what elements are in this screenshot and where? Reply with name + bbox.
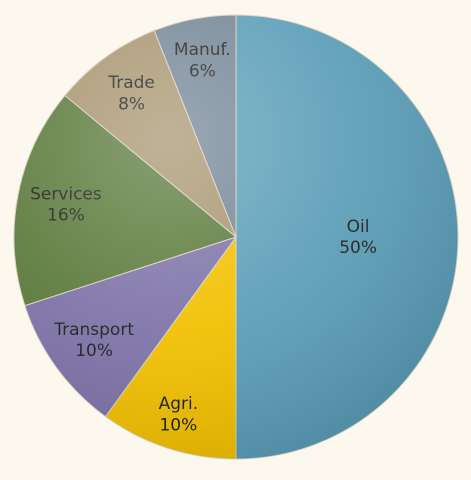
slice-category-label: Agri. xyxy=(159,394,199,414)
pie-slice-oil xyxy=(235,14,459,460)
slice-percent-label: 6% xyxy=(189,61,216,81)
slice-label-agri: Agri. 10% xyxy=(159,394,199,435)
slice-percent-label: 10% xyxy=(75,341,113,361)
slice-category-label: Oil xyxy=(347,217,370,237)
slice-category-label: Manuf. xyxy=(174,40,231,60)
slice-category-label: Services xyxy=(30,184,102,204)
pie-slices xyxy=(13,14,459,460)
slice-percent-label: 8% xyxy=(118,94,145,114)
slice-percent-label: 10% xyxy=(159,415,197,435)
slice-percent-label: 50% xyxy=(339,238,377,258)
slice-category-label: Transport xyxy=(53,320,134,340)
slice-category-label: Trade xyxy=(107,73,155,93)
slice-percent-label: 16% xyxy=(47,206,85,226)
